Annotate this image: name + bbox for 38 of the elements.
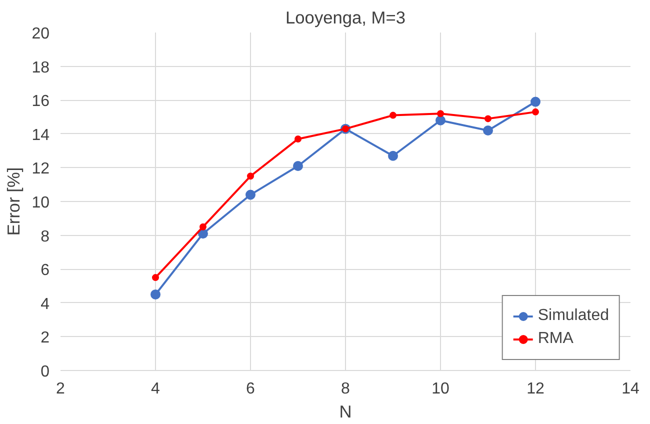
x-tick-label: 14	[622, 380, 640, 398]
point	[293, 161, 303, 171]
y-tick-label: 2	[40, 330, 50, 347]
point	[388, 150, 398, 161]
point	[530, 96, 540, 107]
y-tick-label: 10	[32, 194, 50, 212]
chart-title: Looyenga, M=3	[286, 8, 406, 28]
y-tick-label: 8	[40, 228, 50, 246]
point	[150, 289, 160, 300]
point	[200, 223, 206, 230]
point	[532, 108, 539, 116]
y-axis-title: Error [%]	[4, 167, 24, 236]
x-tick-label: 2	[56, 380, 66, 398]
y-tick-label: 14	[32, 126, 50, 144]
point	[294, 135, 302, 142]
y-tick-label: 6	[40, 262, 50, 280]
point	[483, 126, 493, 136]
x-axis-title: N	[339, 402, 352, 422]
y-tick-label: 4	[40, 296, 50, 313]
point	[484, 115, 492, 122]
x-tick-label: 12	[526, 380, 544, 398]
x-tick-label: 10	[432, 380, 450, 398]
x-tick-label: 6	[246, 380, 256, 398]
point	[436, 115, 446, 126]
x-tick-label: 4	[151, 380, 160, 398]
point	[437, 110, 444, 118]
y-tick-label: 16	[32, 93, 50, 110]
point	[152, 274, 159, 282]
point	[390, 112, 396, 119]
legend-label: Simulated	[538, 307, 609, 325]
y-tick-label: 18	[32, 59, 50, 76]
y-tick-label: 20	[32, 26, 50, 42]
x-tick-label: 8	[341, 380, 350, 398]
legend-label: RMA	[538, 330, 574, 348]
point	[247, 172, 254, 180]
y-tick-label: 0	[40, 364, 50, 380]
point	[246, 190, 256, 200]
y-tick-label: 12	[32, 160, 50, 178]
